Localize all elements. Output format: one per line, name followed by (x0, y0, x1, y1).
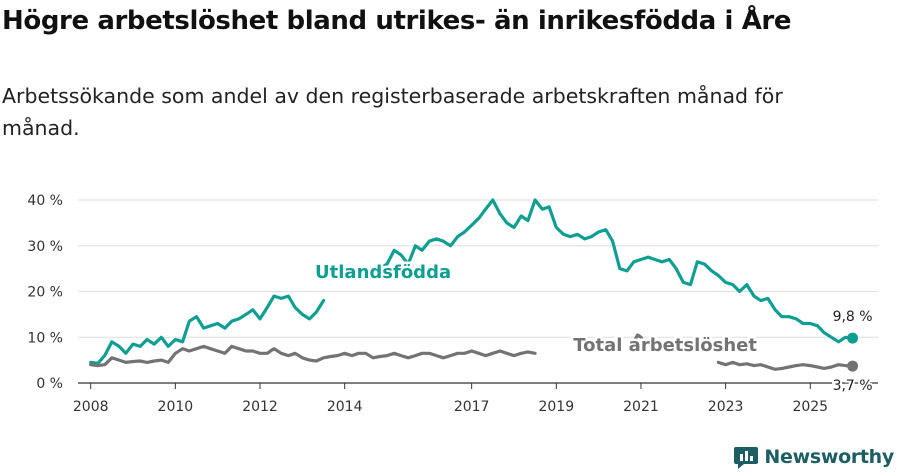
x-tick-label: 2008 (73, 399, 109, 415)
gridlines (78, 199, 878, 338)
series-annotation-halo: Total arbetslöshet (573, 335, 757, 356)
page-subtitle: Arbetssökande som andel av den registerb… (2, 84, 783, 140)
x-tick-label: 2012 (242, 399, 278, 415)
series-end-point (847, 332, 859, 344)
x-tick-label: 2019 (538, 399, 574, 415)
series-line-utlandsfodda (378, 198, 855, 344)
x-tick-label: 2014 (327, 399, 363, 415)
newsworthy-logo-icon (734, 447, 759, 469)
series-line-total (89, 344, 537, 368)
series-lines (89, 198, 859, 372)
y-tick-label: 40 % (27, 193, 63, 209)
y-tick-label: 30 % (27, 239, 63, 255)
end-value-label: 3,7 % (833, 378, 873, 394)
end-value-label-halo: 3,7 % (833, 378, 873, 394)
brand-logo[interactable]: Newsworthy (734, 444, 894, 470)
series-line-utlandsfodda (89, 294, 326, 365)
y-tick-label: 0 % (36, 376, 63, 392)
series-end-point (847, 360, 859, 372)
page-title: Högre arbetslöshet bland utrikes- än inr… (2, 6, 792, 36)
end-value-label-halo: 9,8 % (833, 309, 873, 325)
y-tick-label: 20 % (27, 285, 63, 301)
series-annotation: Utlandsfödda (315, 262, 451, 283)
axes: 0 % 10 % 20 % 30 % 40 % 2008 2010 2012 2014 2017 2… (27, 193, 878, 415)
series-annotation-halo: Utlandsfödda (315, 262, 451, 283)
x-tick-label: 2017 (454, 399, 490, 415)
labels: 9,8 %9,8 %3,7 %3,7 %UtlandsföddaUtlandsf… (313, 259, 875, 396)
series-annotation: Total arbetslöshet (573, 335, 757, 356)
brand-name: Newsworthy (764, 446, 894, 468)
x-tick-label: 2021 (623, 399, 659, 415)
series-line-total (716, 360, 855, 371)
series-line-total (632, 333, 646, 346)
x-tick-label: 2025 (792, 399, 828, 415)
x-tick-label: 2010 (158, 399, 194, 415)
x-tick-label: 2023 (708, 399, 744, 415)
end-value-label: 9,8 % (833, 309, 873, 325)
y-tick-label: 10 % (27, 330, 63, 346)
